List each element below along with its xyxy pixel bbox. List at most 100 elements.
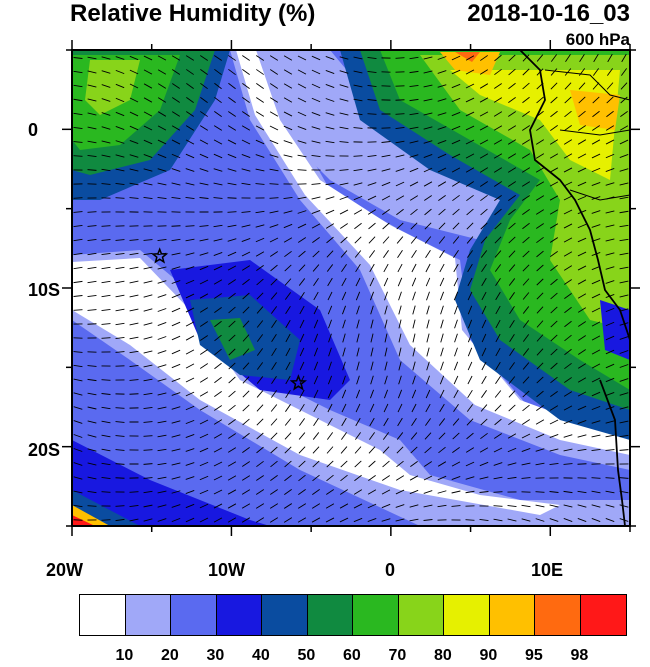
wind-barb: [199, 139, 209, 145]
wind-barb: [423, 504, 433, 508]
wind-barb: [619, 125, 629, 131]
wind-barb: [157, 125, 167, 131]
wind-barb: [143, 294, 153, 298]
wind-barb: [550, 96, 558, 104]
wind-barb: [521, 433, 531, 439]
wind-barb: [437, 56, 447, 60]
wind-barb: [87, 406, 97, 410]
wind-barb: [157, 490, 167, 494]
wind-barb: [228, 292, 236, 300]
wind-barb: [426, 333, 430, 343]
wind-barb: [199, 168, 209, 172]
wind-barb: [382, 446, 390, 454]
lon-label-10e: 10E: [531, 560, 564, 580]
wind-barb: [143, 336, 153, 340]
wind-barb: [242, 362, 250, 370]
wind-barb: [241, 153, 251, 159]
wind-barb: [605, 153, 615, 159]
wind-barb: [269, 183, 279, 185]
wind-barb: [577, 434, 587, 438]
wind-barb: [522, 404, 530, 412]
wind-barb: [269, 503, 279, 509]
wind-barb: [312, 474, 320, 482]
wind-barb: [509, 292, 515, 300]
wind-barb: [479, 69, 489, 75]
wind-barb: [269, 97, 279, 103]
wind-barb: [283, 237, 293, 243]
wind-barb: [522, 54, 530, 62]
wind-barb: [522, 264, 530, 272]
wind-barb: [311, 223, 321, 229]
wind-barb: [284, 474, 292, 482]
wind-barb: [479, 83, 489, 89]
wind-barb: [171, 307, 181, 313]
wind-barb: [227, 125, 237, 131]
wind-barb: [466, 222, 474, 230]
wind-barb: [87, 70, 97, 74]
wind-barb: [412, 361, 416, 371]
wind-barb: [73, 252, 83, 256]
wind-barb: [87, 225, 97, 227]
wind-barb: [311, 209, 321, 215]
wind-barb: [297, 169, 307, 171]
wind-barb: [157, 406, 167, 410]
wind-barb: [577, 181, 587, 187]
wind-barb: [199, 391, 209, 397]
wind-barb: [412, 333, 416, 343]
wind-barb: [398, 319, 402, 329]
wind-barb: [466, 432, 474, 440]
wind-barb: [157, 239, 167, 241]
wind-barb: [549, 405, 559, 411]
wind-barb: [172, 83, 180, 89]
wind-barb: [353, 70, 363, 74]
wind-barb: [619, 168, 629, 172]
wind-barb: [256, 446, 264, 454]
wind-barb: [495, 305, 501, 315]
wind-barb: [129, 322, 139, 326]
wind-barb: [87, 294, 97, 298]
wind-barb: [283, 69, 293, 75]
wind-barb: [171, 266, 181, 270]
wind-barb: [185, 153, 195, 159]
wind-barb: [410, 208, 418, 216]
wind-barb: [297, 140, 307, 144]
lat-label-20s: 20S: [28, 440, 61, 460]
wind-barb: [605, 238, 615, 242]
wind-barb: [143, 252, 153, 256]
wind-barb: [368, 475, 376, 481]
wind-barb: [87, 490, 97, 494]
wind-barb: [550, 320, 558, 328]
wind-barb: [454, 347, 458, 357]
wind-barb: [199, 238, 209, 242]
wind-barb: [549, 491, 559, 493]
wind-barb: [311, 69, 321, 75]
wind-barb: [619, 434, 629, 438]
wind-barb: [384, 347, 388, 357]
wind-barb: [228, 404, 236, 412]
wind-barb: [619, 182, 629, 186]
wind-barb: [115, 140, 125, 144]
wind-barb: [269, 251, 279, 257]
wind-barb: [467, 347, 473, 357]
wind-barb: [368, 222, 376, 230]
wind-barb: [495, 347, 501, 357]
wind-barb: [522, 348, 530, 356]
wind-barb: [563, 251, 573, 257]
wind-barb: [256, 418, 264, 426]
wind-barb: [242, 82, 250, 90]
wind-barb: [522, 362, 530, 370]
wind-barb: [299, 403, 305, 413]
wind-barb: [73, 266, 83, 270]
wind-barb: [269, 83, 279, 89]
wind-barb: [425, 389, 431, 399]
wind-barb: [157, 196, 167, 200]
wind-barb: [479, 125, 489, 131]
wind-barb: [101, 462, 111, 466]
wind-barb: [299, 418, 305, 426]
wind-barb: [397, 263, 403, 273]
wind-barb: [577, 237, 587, 243]
wind-barb: [605, 420, 615, 424]
wind-barb: [367, 503, 377, 509]
wind-barb: [171, 182, 181, 186]
